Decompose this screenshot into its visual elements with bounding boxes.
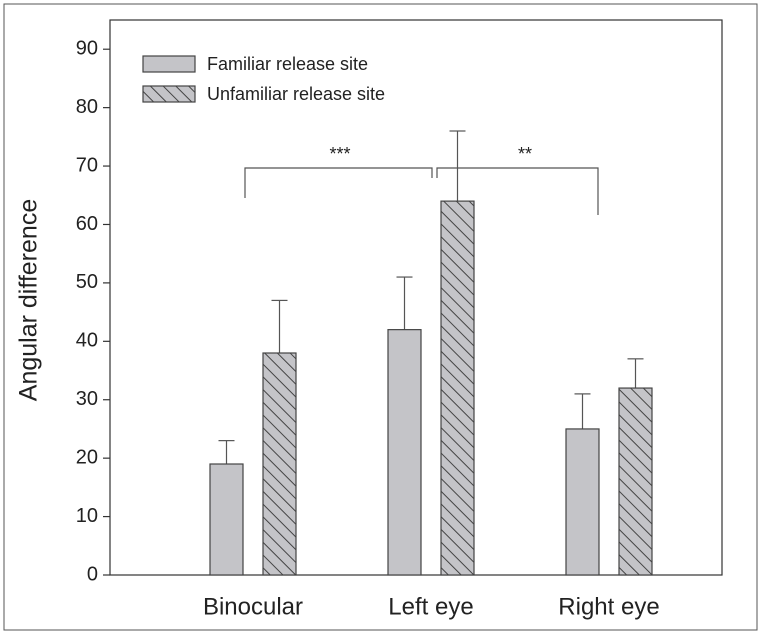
- brackets: [244, 167, 599, 215]
- annotation: ***: [329, 144, 350, 164]
- y-tick-label: 90: [76, 37, 98, 59]
- legend-label: Familiar release site: [207, 54, 368, 74]
- x-tick-label: Right eye: [558, 593, 659, 620]
- y-tick-label: 0: [87, 563, 98, 585]
- bar: [209, 463, 244, 576]
- bracket: [244, 167, 433, 198]
- x-tick-label: Left eye: [388, 593, 473, 620]
- bar: [440, 200, 475, 576]
- y-tick-label: 20: [76, 446, 98, 468]
- bracket: [436, 167, 599, 215]
- y-tick-label: 30: [76, 388, 98, 410]
- y-axis-label: Angular difference: [15, 199, 43, 401]
- page-border: [3, 3, 758, 631]
- x-tick-label: Binocular: [203, 593, 303, 620]
- y-tick-label: 70: [76, 154, 98, 176]
- bar: [618, 387, 653, 576]
- y-tick-label: 50: [76, 271, 98, 293]
- y-tick-label: 40: [76, 330, 98, 352]
- annotation: **: [518, 144, 532, 164]
- bar: [387, 329, 422, 576]
- legend-swatch: [142, 85, 196, 103]
- legend-label: Unfamiliar release site: [207, 84, 385, 104]
- y-tick-label: 80: [76, 96, 98, 118]
- legend-swatch: [142, 55, 196, 73]
- bar: [262, 352, 297, 576]
- y-tick-label: 60: [76, 213, 98, 235]
- y-tick-label: 10: [76, 505, 98, 527]
- bar: [565, 428, 600, 576]
